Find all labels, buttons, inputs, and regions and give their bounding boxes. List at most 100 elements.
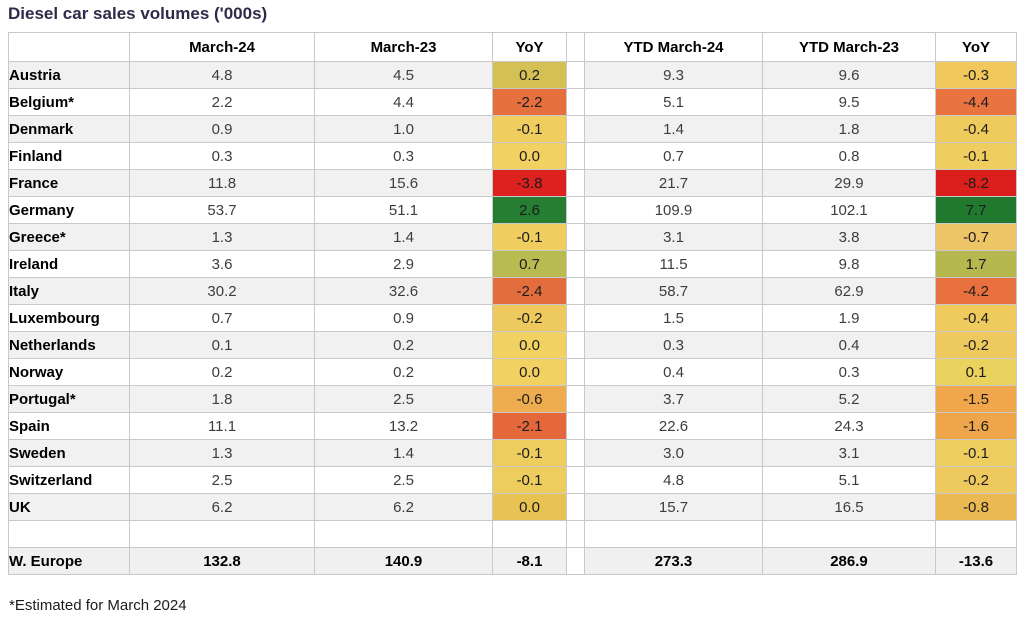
value-cell-ytd-march-23: 62.9 bbox=[762, 277, 936, 305]
value-cell-march-23: 51.1 bbox=[314, 196, 493, 224]
value-cell-march-24: 11.8 bbox=[129, 169, 315, 197]
country-cell: France bbox=[8, 169, 130, 197]
value-cell-march-23: 2.5 bbox=[314, 385, 493, 413]
value-cell-march-24: 0.2 bbox=[129, 358, 315, 386]
separator-cell bbox=[566, 466, 585, 494]
value-cell-ytd-march-23: 102.1 bbox=[762, 196, 936, 224]
diesel-sales-table: March-24 March-23 YoY YTD March-24 YTD March… bbox=[8, 32, 1017, 575]
total-cell-ytd-march-23: 286.9 bbox=[762, 547, 936, 575]
report-page: Diesel car sales volumes ('000s) March-2… bbox=[8, 4, 1017, 614]
country-cell: Italy bbox=[8, 277, 130, 305]
yoy-cell-ytd: -0.2 bbox=[935, 466, 1017, 494]
total-country-cell: W. Europe bbox=[8, 547, 130, 575]
value-cell-ytd-march-24: 22.6 bbox=[584, 412, 763, 440]
yoy-cell-ytd: -0.7 bbox=[935, 223, 1017, 251]
value-cell-ytd-march-23: 0.4 bbox=[762, 331, 936, 359]
footnote: *Estimated for March 2024 bbox=[9, 597, 187, 614]
yoy-cell-ytd: 1.7 bbox=[935, 250, 1017, 278]
value-cell-march-23: 1.4 bbox=[314, 223, 493, 251]
yoy-cell-ytd: -1.5 bbox=[935, 385, 1017, 413]
table-row-uk: UK 6.2 6.2 0.0 15.7 16.5 -0.8 bbox=[8, 493, 1017, 521]
value-cell-march-24: 1.8 bbox=[129, 385, 315, 413]
country-cell: Sweden bbox=[8, 439, 130, 467]
value-cell-ytd-march-23: 5.2 bbox=[762, 385, 936, 413]
separator-cell bbox=[566, 250, 585, 278]
value-cell-march-23: 4.5 bbox=[314, 61, 493, 89]
header-cell-yoy-1: YoY bbox=[492, 32, 567, 62]
separator-cell bbox=[566, 412, 585, 440]
value-cell-march-24: 11.1 bbox=[129, 412, 315, 440]
empty-cell bbox=[584, 520, 763, 548]
separator-cell bbox=[566, 88, 585, 116]
separator-cell bbox=[566, 385, 585, 413]
value-cell-ytd-march-24: 3.0 bbox=[584, 439, 763, 467]
country-cell: Luxembourg bbox=[8, 304, 130, 332]
yoy-cell-ytd: -0.4 bbox=[935, 115, 1017, 143]
value-cell-march-24: 53.7 bbox=[129, 196, 315, 224]
value-cell-march-23: 15.6 bbox=[314, 169, 493, 197]
table-row-belgium: Belgium* 2.2 4.4 -2.2 5.1 9.5 -4.4 bbox=[8, 88, 1017, 116]
value-cell-ytd-march-24: 5.1 bbox=[584, 88, 763, 116]
separator-cell bbox=[566, 169, 585, 197]
value-cell-ytd-march-24: 15.7 bbox=[584, 493, 763, 521]
country-cell: Belgium* bbox=[8, 88, 130, 116]
header-row: March-24 March-23 YoY YTD March-24 YTD March… bbox=[8, 32, 1017, 62]
separator-cell bbox=[566, 277, 585, 305]
header-cell-march-24: March-24 bbox=[129, 32, 315, 62]
empty-row bbox=[8, 520, 1017, 548]
value-cell-march-24: 0.1 bbox=[129, 331, 315, 359]
yoy-cell-march: -0.1 bbox=[492, 439, 567, 467]
separator-cell bbox=[566, 61, 585, 89]
table-row-italy: Italy 30.2 32.6 -2.4 58.7 62.9 -4.2 bbox=[8, 277, 1017, 305]
total-cell-march-24: 132.8 bbox=[129, 547, 315, 575]
value-cell-ytd-march-24: 0.3 bbox=[584, 331, 763, 359]
value-cell-march-24: 2.5 bbox=[129, 466, 315, 494]
value-cell-march-23: 2.9 bbox=[314, 250, 493, 278]
yoy-cell-march: -0.1 bbox=[492, 115, 567, 143]
value-cell-ytd-march-23: 9.8 bbox=[762, 250, 936, 278]
value-cell-ytd-march-23: 9.6 bbox=[762, 61, 936, 89]
value-cell-ytd-march-23: 16.5 bbox=[762, 493, 936, 521]
separator-cell bbox=[566, 115, 585, 143]
value-cell-ytd-march-24: 21.7 bbox=[584, 169, 763, 197]
yoy-cell-march: 0.0 bbox=[492, 331, 567, 359]
yoy-cell-march: -0.6 bbox=[492, 385, 567, 413]
table-row-france: France 11.8 15.6 -3.8 21.7 29.9 -8.2 bbox=[8, 169, 1017, 197]
table-row-austria: Austria 4.8 4.5 0.2 9.3 9.6 -0.3 bbox=[8, 61, 1017, 89]
value-cell-march-24: 2.2 bbox=[129, 88, 315, 116]
yoy-cell-ytd: -1.6 bbox=[935, 412, 1017, 440]
value-cell-ytd-march-24: 3.7 bbox=[584, 385, 763, 413]
yoy-cell-ytd: -0.8 bbox=[935, 493, 1017, 521]
header-cell-ytd-march-23: YTD March-23 bbox=[762, 32, 936, 62]
table-row-switzerland: Switzerland 2.5 2.5 -0.1 4.8 5.1 -0.2 bbox=[8, 466, 1017, 494]
value-cell-ytd-march-24: 0.7 bbox=[584, 142, 763, 170]
value-cell-march-24: 30.2 bbox=[129, 277, 315, 305]
separator-cell bbox=[566, 493, 585, 521]
yoy-cell-march: -2.4 bbox=[492, 277, 567, 305]
table-row-norway: Norway 0.2 0.2 0.0 0.4 0.3 0.1 bbox=[8, 358, 1017, 386]
value-cell-march-23: 2.5 bbox=[314, 466, 493, 494]
total-cell-ytd-march-24: 273.3 bbox=[584, 547, 763, 575]
value-cell-march-24: 1.3 bbox=[129, 439, 315, 467]
yoy-cell-march: 0.0 bbox=[492, 142, 567, 170]
country-cell: Spain bbox=[8, 412, 130, 440]
yoy-cell-march: -0.2 bbox=[492, 304, 567, 332]
value-cell-ytd-march-23: 3.1 bbox=[762, 439, 936, 467]
separator-cell bbox=[566, 358, 585, 386]
yoy-cell-march: 0.0 bbox=[492, 358, 567, 386]
value-cell-ytd-march-24: 3.1 bbox=[584, 223, 763, 251]
header-cell-yoy-2: YoY bbox=[935, 32, 1017, 62]
country-cell: Ireland bbox=[8, 250, 130, 278]
value-cell-ytd-march-23: 1.9 bbox=[762, 304, 936, 332]
country-cell: Greece* bbox=[8, 223, 130, 251]
yoy-cell-ytd: -0.4 bbox=[935, 304, 1017, 332]
value-cell-march-24: 0.3 bbox=[129, 142, 315, 170]
header-cell-march-23: March-23 bbox=[314, 32, 493, 62]
yoy-cell-march: -2.1 bbox=[492, 412, 567, 440]
separator-cell bbox=[566, 547, 585, 575]
table-body: Austria 4.8 4.5 0.2 9.3 9.6 -0.3 Belgium* 2.2 4.4… bbox=[8, 61, 1017, 575]
empty-cell bbox=[314, 520, 493, 548]
value-cell-ytd-march-24: 1.4 bbox=[584, 115, 763, 143]
table-row-portugal: Portugal* 1.8 2.5 -0.6 3.7 5.2 -1.5 bbox=[8, 385, 1017, 413]
table-row-luxembourg: Luxembourg 0.7 0.9 -0.2 1.5 1.9 -0.4 bbox=[8, 304, 1017, 332]
